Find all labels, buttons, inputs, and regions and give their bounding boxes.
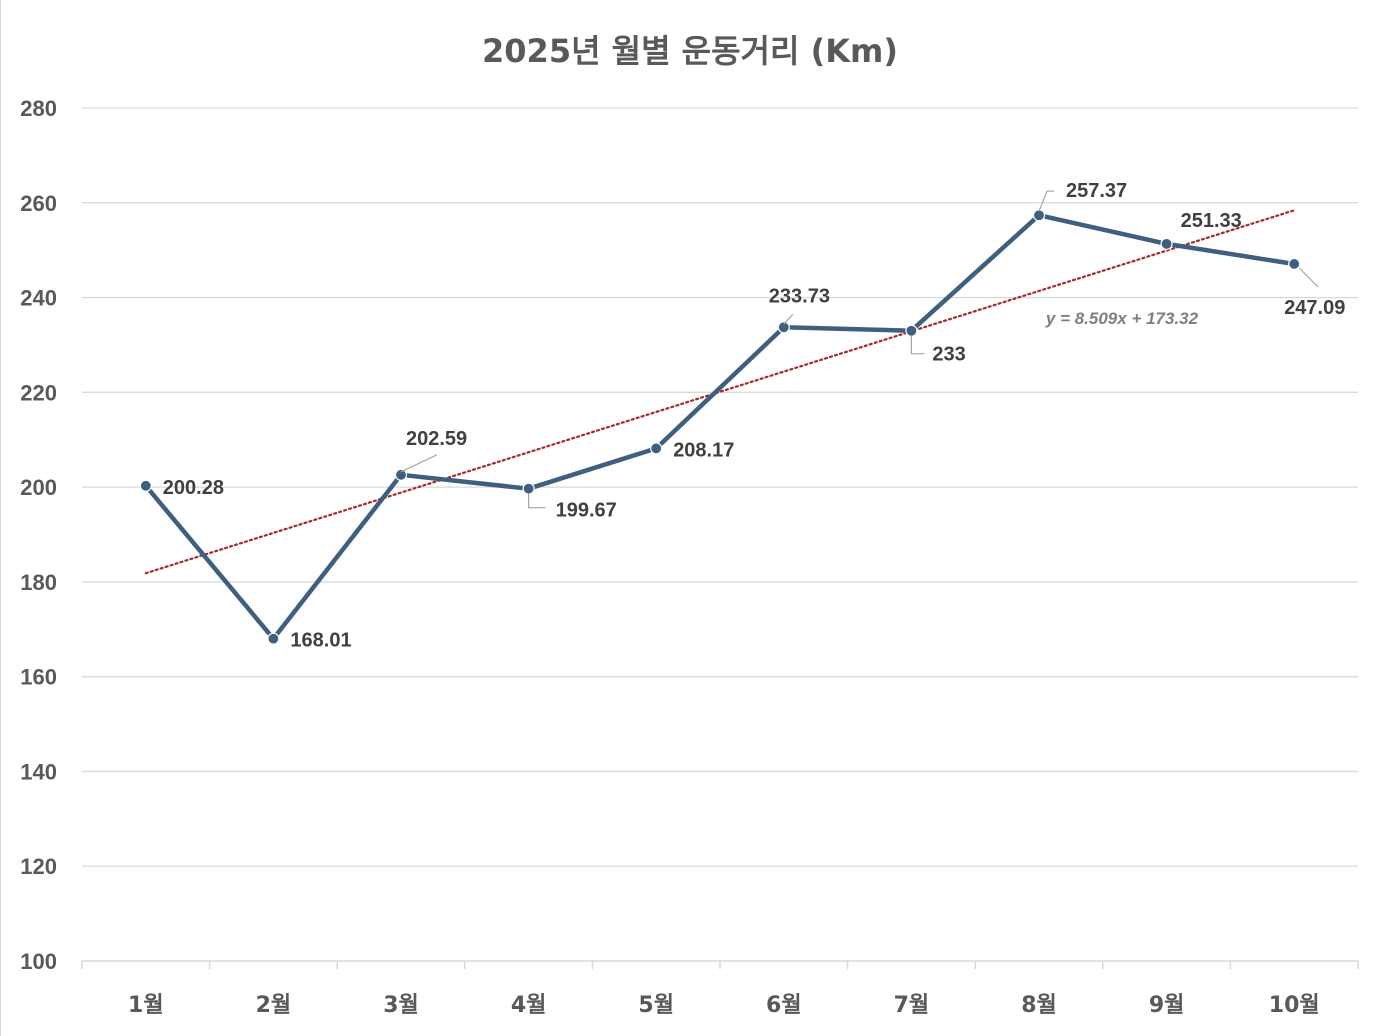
y-tick-label: 180 bbox=[20, 570, 57, 595]
y-tick-label: 200 bbox=[20, 475, 57, 500]
y-tick-label: 220 bbox=[20, 380, 57, 405]
x-tick-label: 10월 bbox=[1269, 993, 1320, 1018]
data-point bbox=[394, 468, 408, 481]
data-labels-group: 200.28 168.01 202.59 199.67 208.17 233.73 233 2… bbox=[163, 180, 1346, 651]
data-point bbox=[1032, 209, 1046, 222]
x-tick-label: 7월 bbox=[894, 993, 930, 1018]
data-label: 247.09 bbox=[1284, 297, 1345, 319]
x-tick-label: 4월 bbox=[511, 993, 547, 1018]
data-point bbox=[650, 442, 663, 455]
x-tick-label: 5월 bbox=[638, 993, 674, 1018]
gridlines bbox=[82, 107, 1358, 867]
data-point bbox=[267, 632, 280, 645]
data-label: 257.37 bbox=[1066, 180, 1127, 202]
data-label: 233.73 bbox=[769, 285, 830, 307]
y-tick-label: 160 bbox=[20, 665, 57, 690]
data-point bbox=[1160, 237, 1173, 250]
data-label-leader bbox=[1038, 190, 1054, 212]
data-label: 208.17 bbox=[673, 439, 734, 461]
data-label: 200.28 bbox=[163, 477, 224, 499]
y-tick-label: 100 bbox=[20, 949, 57, 974]
chart-title: 2025년 월별 운동거리 (Km) bbox=[482, 32, 898, 70]
x-axis: 1월 2월 3월 4월 5월 6월 7월 8월 9월 10월 bbox=[81, 960, 1359, 1018]
data-label: 199.67 bbox=[556, 500, 617, 522]
data-label-leader bbox=[1298, 267, 1319, 288]
data-point bbox=[905, 324, 918, 337]
series-group bbox=[139, 209, 1301, 645]
x-tick-label: 1월 bbox=[128, 993, 164, 1018]
y-tick-label: 120 bbox=[20, 854, 57, 879]
y-tick-label: 260 bbox=[20, 191, 57, 216]
x-tick-label: 8월 bbox=[1021, 993, 1057, 1018]
data-label-leader bbox=[783, 313, 794, 325]
data-label: 202.59 bbox=[406, 428, 467, 450]
series-line bbox=[143, 212, 1297, 641]
trendline-group: y = 8.509x + 173.32 bbox=[144, 209, 1296, 575]
data-point bbox=[777, 321, 790, 334]
data-label-leader bbox=[527, 493, 546, 509]
data-label: 168.01 bbox=[290, 630, 351, 652]
trendline bbox=[144, 209, 1296, 575]
data-point bbox=[522, 482, 535, 495]
x-tick-label: 9월 bbox=[1149, 993, 1185, 1018]
x-tick-label: 6월 bbox=[766, 993, 802, 1018]
data-label-leader bbox=[910, 335, 925, 355]
data-label-leader bbox=[400, 454, 438, 473]
trendline-equation: y = 8.509x + 173.32 bbox=[1045, 309, 1199, 328]
data-label: 233 bbox=[932, 344, 965, 366]
data-point bbox=[139, 479, 152, 492]
x-tick-label: 2월 bbox=[256, 993, 292, 1018]
y-tick-label: 240 bbox=[20, 286, 57, 311]
y-tick-label: 140 bbox=[20, 759, 57, 784]
y-axis-ticks: 100 120 140 160 180 200 220 240 260 280 bbox=[20, 96, 57, 974]
x-tick-label: 3월 bbox=[383, 993, 419, 1018]
y-tick-label: 280 bbox=[20, 96, 57, 121]
data-label: 251.33 bbox=[1181, 210, 1242, 232]
data-point bbox=[1288, 257, 1301, 271]
